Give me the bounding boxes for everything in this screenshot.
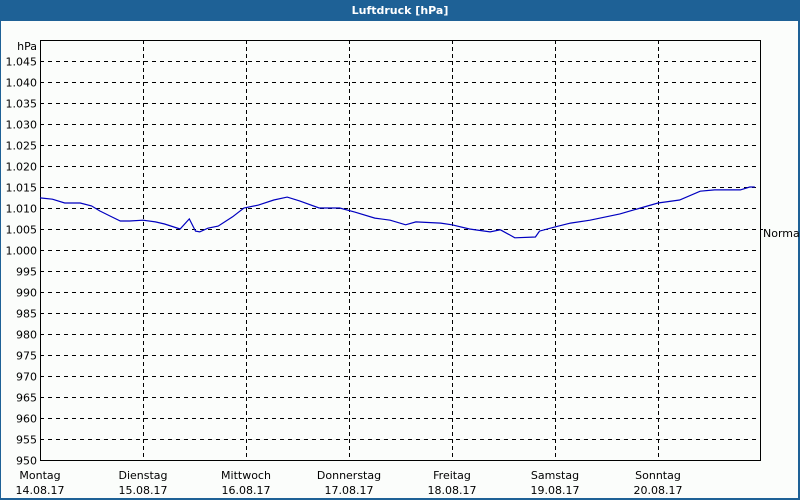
- y-tick-label: 1.020: [6, 161, 38, 174]
- x-tick-date: 14.08.17: [16, 484, 65, 497]
- y-tick-label: 955: [16, 434, 37, 447]
- y-tick-label: 990: [16, 287, 37, 300]
- x-tick-day: Mittwoch: [221, 469, 271, 482]
- pressure-line: [39, 186, 755, 239]
- y-axis-unit: hPa: [17, 40, 37, 53]
- y-tick-label: 1.045: [6, 56, 38, 69]
- y-tick-label: 950: [16, 455, 37, 468]
- y-tick-label: 1.005: [6, 224, 38, 237]
- x-tick-day: Montag: [19, 469, 60, 482]
- x-tick-day: Freitag: [433, 469, 471, 482]
- x-tick-day: Sonntag: [635, 469, 681, 482]
- y-tick-label: 1.010: [6, 203, 38, 216]
- x-tick-day: Dienstag: [118, 469, 167, 482]
- x-tick-day: Donnerstag: [317, 469, 381, 482]
- x-tick-date: 20.08.17: [634, 484, 683, 497]
- y-tick-label: 980: [16, 329, 37, 342]
- y-tick-label: 1.040: [6, 77, 38, 90]
- y-tick-label: 995: [16, 266, 37, 279]
- plot-border: [40, 40, 761, 461]
- y-tick-label: 985: [16, 308, 37, 321]
- y-tick-label: 1.035: [6, 98, 38, 111]
- chart-title: Luftdruck [hPa]: [0, 0, 800, 21]
- x-tick-date: 16.08.17: [222, 484, 271, 497]
- x-tick-date: 17.08.17: [325, 484, 374, 497]
- normal-reference-label: Normal: [763, 227, 800, 240]
- x-tick-date: 19.08.17: [531, 484, 580, 497]
- y-tick-label: 960: [16, 413, 37, 426]
- y-tick-label: 970: [16, 371, 37, 384]
- y-tick-label: 975: [16, 350, 37, 363]
- y-tick-label: 1.015: [6, 182, 38, 195]
- y-tick-label: 1.025: [6, 140, 38, 153]
- x-tick-date: 18.08.17: [428, 484, 477, 497]
- x-tick-date: 15.08.17: [119, 484, 168, 497]
- x-tick-day: Samstag: [531, 469, 579, 482]
- y-tick-label: 1.030: [6, 119, 38, 132]
- y-tick-label: 965: [16, 392, 37, 405]
- y-tick-label: 1.000: [6, 245, 38, 258]
